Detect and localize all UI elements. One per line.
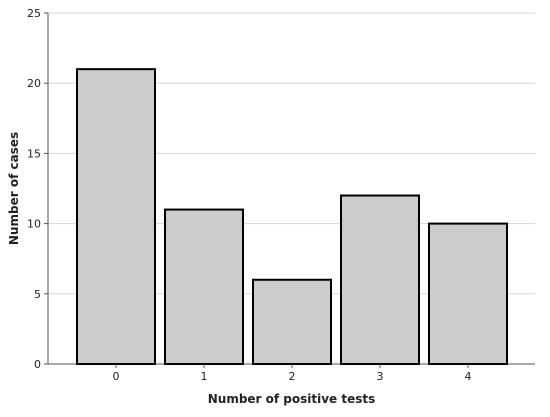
y-tick-label: 10 [27, 218, 41, 231]
x-tick-labels: 0 1 2 3 4 [113, 364, 472, 383]
bar-0 [76, 68, 156, 365]
bar-4 [428, 222, 508, 365]
y-tick-label: 0 [34, 358, 41, 371]
x-tick-label: 4 [465, 370, 472, 383]
x-tick-label: 0 [113, 370, 120, 383]
bar-3 [340, 194, 420, 365]
x-tick-label: 1 [201, 370, 208, 383]
x-axis-title: Number of positive tests [208, 392, 376, 406]
bar-2 [252, 278, 332, 366]
bar-1 [164, 208, 244, 365]
y-tick-label: 25 [27, 7, 41, 20]
x-tick-label: 2 [289, 370, 296, 383]
bars [76, 68, 508, 366]
y-tick-label: 5 [34, 288, 41, 301]
y-tick-labels: 0 5 10 15 20 25 [27, 7, 48, 371]
x-tick-label: 3 [377, 370, 384, 383]
y-axis-title: Number of cases [7, 132, 21, 245]
y-tick-label: 20 [27, 77, 41, 90]
y-tick-label: 15 [27, 147, 41, 160]
